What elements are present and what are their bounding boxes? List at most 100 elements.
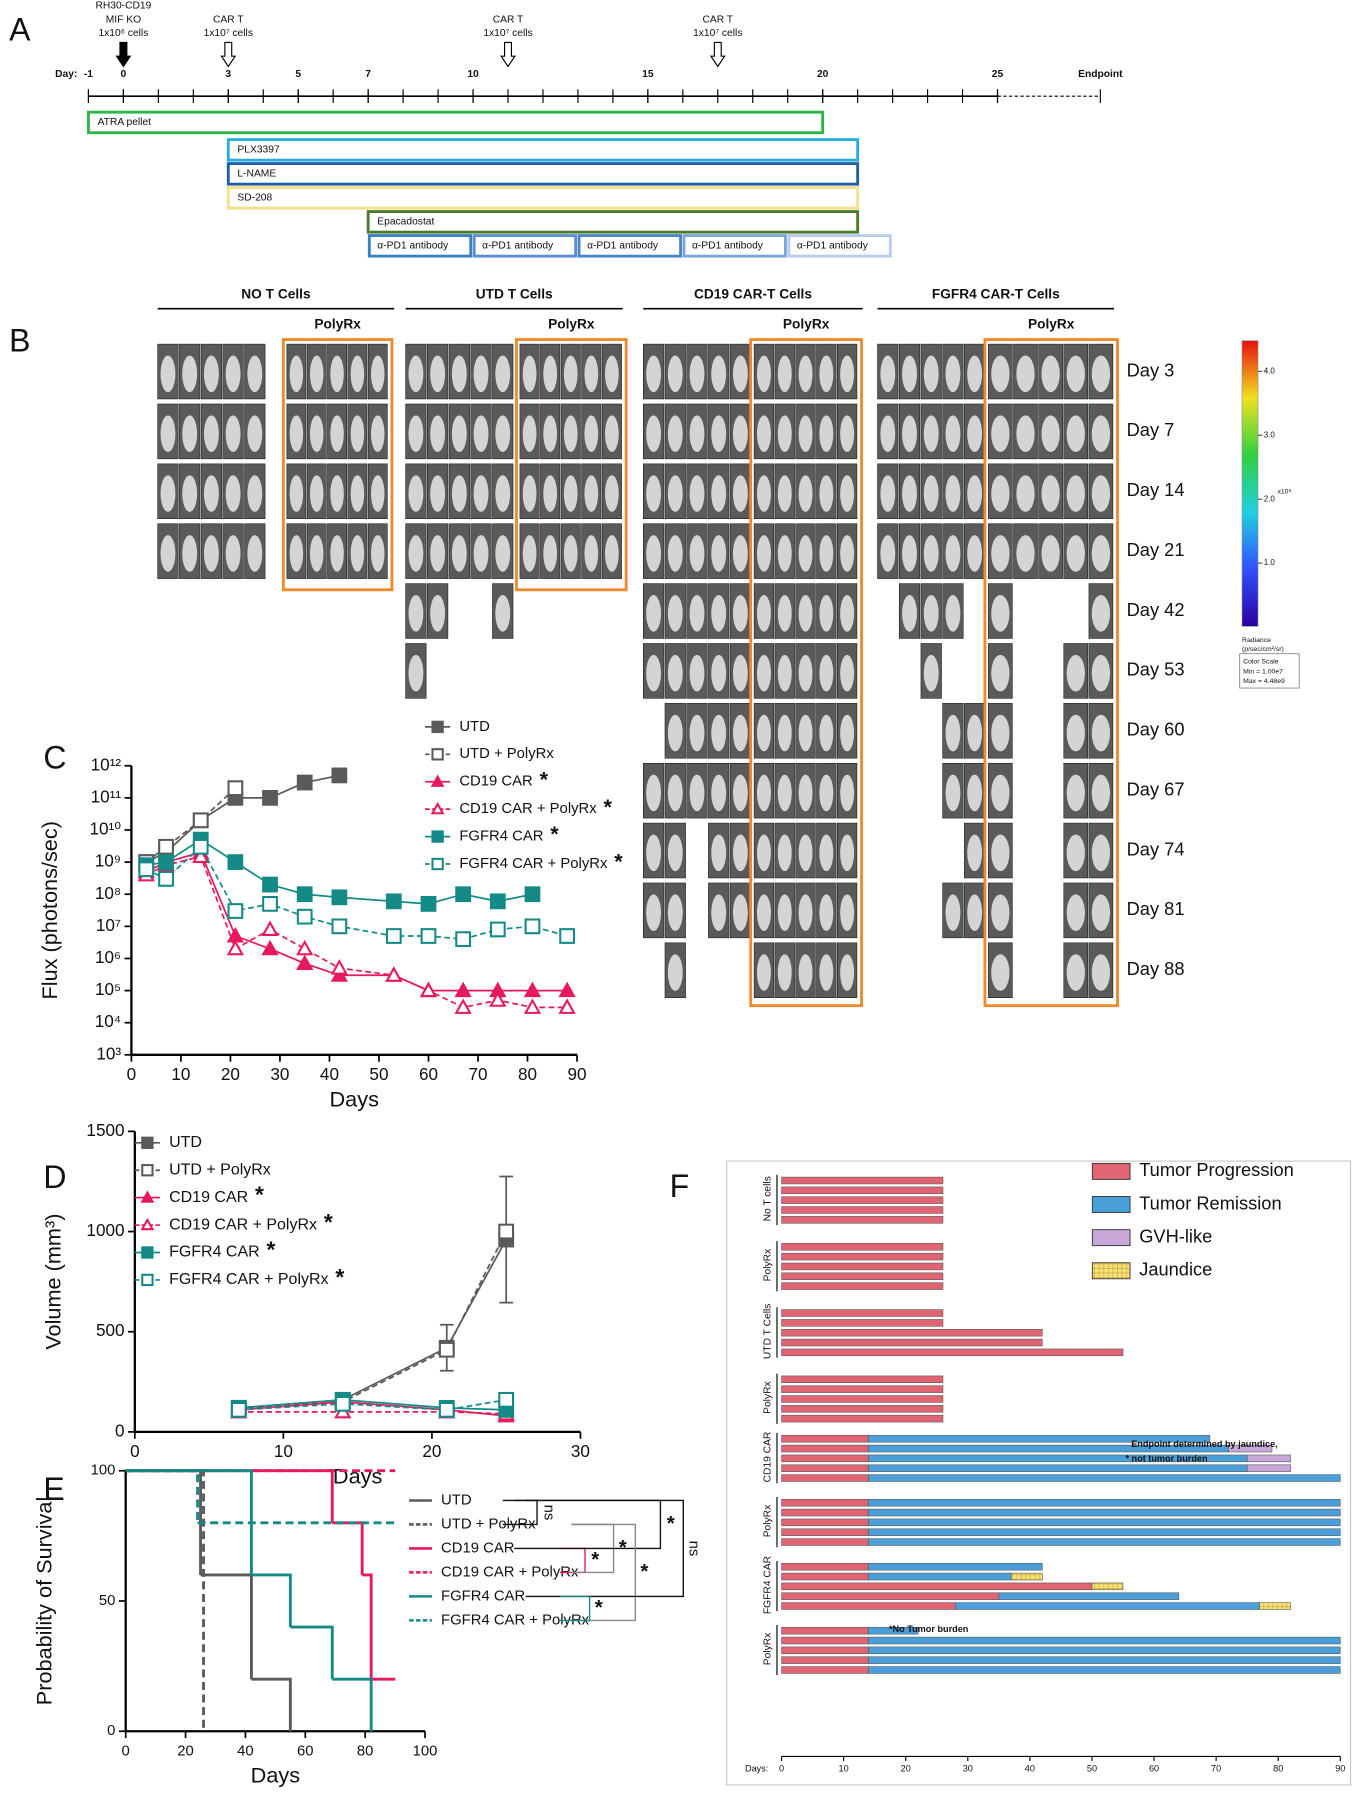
- mouse-body: [584, 415, 599, 452]
- mouse-body: [203, 415, 219, 452]
- significance-mark: *: [267, 1236, 276, 1262]
- swim-segment: [868, 1636, 1341, 1645]
- mouse-body: [160, 475, 176, 512]
- mouse-body: [1066, 654, 1085, 692]
- legend-swatch: [1091, 1162, 1131, 1180]
- y-tick-label: 10⁸: [95, 883, 121, 903]
- treatment-label: ATRA pellet: [98, 117, 152, 128]
- mouse-body: [667, 834, 683, 872]
- panel-letter: B: [9, 322, 30, 358]
- mouse-body: [711, 475, 727, 512]
- mouse-body: [371, 355, 385, 393]
- mouse-body: [902, 415, 917, 452]
- mouse-body: [1091, 535, 1111, 572]
- swim-segment: [868, 1474, 1341, 1482]
- mouse-body: [1066, 954, 1085, 991]
- mouse-body: [777, 654, 792, 692]
- y-tick-label: 0: [115, 1420, 125, 1440]
- mouse-body: [756, 475, 771, 512]
- mouse-body: [819, 834, 834, 872]
- panel-letter: C: [43, 739, 66, 775]
- mouse-body: [840, 954, 855, 991]
- colorbar-exponent: x10⁹: [1277, 488, 1291, 495]
- group-label: PolyRx: [763, 1380, 774, 1413]
- mouse-body: [967, 475, 983, 512]
- marker: [523, 998, 542, 1014]
- mouse-body: [923, 355, 939, 393]
- day-row-label: Day 53: [1127, 659, 1185, 680]
- x-tick-label: 70: [1211, 1763, 1221, 1773]
- mouse-body: [991, 654, 1010, 692]
- significance-mark: *: [550, 821, 559, 846]
- panel-f-frame: [726, 1160, 1352, 1786]
- comparison-bracket: [525, 1499, 684, 1598]
- event-label: CAR T: [702, 14, 733, 25]
- mouse-body: [1066, 415, 1085, 452]
- mouse-body: [819, 355, 834, 393]
- mouse-body: [732, 894, 748, 931]
- marker: [559, 928, 576, 944]
- legend-swatch: [1091, 1229, 1131, 1247]
- swim-segment: [781, 1666, 869, 1674]
- mouse-body: [247, 355, 263, 393]
- mouse-body: [991, 475, 1010, 512]
- subgroup-label: PolyRx: [548, 316, 595, 331]
- mouse-body: [798, 595, 813, 632]
- day-row-label: Day 21: [1127, 539, 1185, 560]
- swim-segment: [781, 1414, 944, 1423]
- mouse-body: [945, 535, 961, 572]
- mouse-body: [203, 355, 219, 393]
- mouse-body: [819, 475, 834, 512]
- marker: [192, 838, 209, 855]
- y-tick-label: 10⁶: [95, 947, 121, 967]
- treatment-box: [472, 234, 578, 258]
- x-tick-label: 60: [419, 1064, 438, 1084]
- panel-letter: F: [670, 1168, 690, 1204]
- x-axis-title: Days: [251, 1763, 301, 1788]
- swim-segment: [868, 1656, 1341, 1664]
- x-tick-label: 0: [122, 1744, 130, 1760]
- x-tick-label: 40: [320, 1064, 339, 1084]
- mouse-body: [408, 355, 424, 393]
- day-row-label: Day 74: [1127, 838, 1185, 859]
- marker: [261, 920, 279, 936]
- mouse-body: [330, 415, 344, 452]
- survival-step: [290, 1625, 334, 1680]
- significance-mark: *: [324, 1209, 333, 1235]
- mouse-body: [1091, 714, 1111, 752]
- mouse-body: [225, 355, 241, 393]
- mouse-body: [543, 355, 558, 393]
- mouse-body: [945, 355, 961, 393]
- swim-segment: [868, 1508, 1341, 1517]
- swim-segment: [868, 1499, 1341, 1507]
- treatment-box: [682, 234, 787, 258]
- treatment-label: α-PD1 antibody: [587, 241, 659, 252]
- marker: [192, 812, 209, 829]
- mouse-body: [408, 595, 424, 632]
- mouse-body: [182, 355, 198, 393]
- series-line: [238, 1398, 507, 1411]
- mouse-body: [1066, 535, 1085, 572]
- mouse-body: [756, 415, 771, 452]
- marker: [158, 871, 174, 887]
- x-tick-label: 90: [1335, 1763, 1345, 1773]
- mouse-body: [777, 415, 792, 452]
- marker: [558, 981, 576, 998]
- legend-label: CD19 CAR: [441, 1540, 515, 1556]
- color-scale-text: Max = 4.48e9: [1243, 678, 1285, 685]
- mouse-body: [711, 834, 727, 872]
- swim-segment: [781, 1656, 869, 1664]
- legend-label: FGFR4 CAR + PolyRx: [459, 856, 608, 872]
- mouse-body: [840, 535, 855, 572]
- x-tick-label: 20: [422, 1441, 441, 1461]
- mouse-body: [902, 595, 917, 632]
- swim-segment: [781, 1272, 944, 1280]
- group-label: PolyRx: [763, 1248, 774, 1281]
- swim-segment: [781, 1518, 869, 1527]
- mouse-body: [247, 475, 263, 512]
- legend-label: GVH-like: [1139, 1225, 1212, 1246]
- mouse-body: [840, 475, 855, 512]
- survival-step: [125, 1469, 202, 1575]
- mouse-body: [646, 475, 662, 512]
- swim-segment: [868, 1626, 919, 1635]
